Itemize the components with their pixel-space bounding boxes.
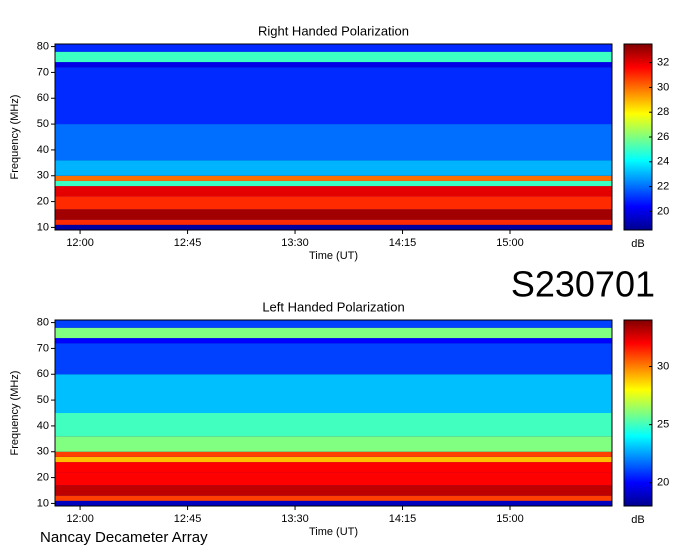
heatmap-band	[55, 456, 612, 463]
heatmap-band	[55, 62, 612, 68]
heatmap-band	[55, 413, 612, 437]
x-axis-label: Time (UT)	[309, 250, 358, 262]
x-tick-label: 12:45	[174, 237, 202, 249]
colorbar-tick-label: 32	[657, 57, 669, 69]
y-axis-label: Frequency (MHz)	[9, 371, 21, 456]
colorbar-tick-label: 24	[657, 156, 669, 168]
heatmap-band	[55, 472, 612, 486]
heatmap-band	[55, 343, 612, 375]
colorbar	[623, 319, 653, 507]
plot-frame	[54, 319, 613, 507]
heatmap-band	[55, 175, 612, 181]
heatmap-band	[55, 209, 612, 220]
x-tick-label: 13:30	[281, 513, 309, 525]
y-tick-label: 60	[37, 92, 49, 104]
colorbar-tick-label: 25	[657, 419, 669, 431]
heatmap-band	[55, 51, 612, 63]
x-tick-label: 14:15	[389, 237, 417, 249]
heatmap-band	[55, 374, 612, 413]
x-tick-label: 12:00	[66, 513, 94, 525]
x-tick-label: 12:45	[174, 513, 202, 525]
y-tick-label: 40	[37, 420, 49, 432]
heatmap-band	[55, 44, 612, 52]
heatmap-band	[55, 485, 612, 496]
y-tick-label: 40	[37, 144, 49, 156]
heatmap-band	[55, 67, 612, 125]
y-tick-label: 10	[37, 497, 49, 509]
heatmap-band	[55, 462, 612, 473]
colorbar	[623, 43, 653, 231]
y-tick-label: 50	[37, 394, 49, 406]
y-tick-label: 80	[37, 316, 49, 328]
x-tick-label: 12:00	[66, 237, 94, 249]
heatmap-band	[55, 327, 612, 339]
y-tick-label: 20	[37, 195, 49, 207]
heatmap-band	[55, 338, 612, 344]
heatmap-band	[55, 124, 612, 161]
heatmap-band	[55, 436, 612, 452]
heatmap-band	[55, 196, 612, 210]
station-id: S230701	[511, 264, 655, 305]
y-tick-label: 80	[37, 40, 49, 52]
x-tick-label: 15:00	[496, 513, 524, 525]
plot-frame	[54, 43, 613, 231]
x-tick-label: 13:30	[281, 237, 309, 249]
panel-title: Left Handed Polarization	[262, 299, 404, 314]
heatmap-band	[55, 451, 612, 457]
colorbar-label: dB	[631, 514, 644, 526]
footer: Nancay Decameter Array	[40, 529, 208, 546]
y-tick-label: 70	[37, 66, 49, 78]
colorbar-tick-label: 30	[657, 81, 669, 93]
colorbar-tick-label: 20	[657, 477, 669, 489]
y-axis-label: Frequency (MHz)	[9, 95, 21, 180]
x-tick-label: 15:00	[496, 237, 524, 249]
x-axis-label: Time (UT)	[309, 526, 358, 538]
heatmap-band	[55, 224, 612, 230]
heatmap-band	[55, 320, 612, 328]
y-tick-label: 60	[37, 368, 49, 380]
y-tick-label: 50	[37, 118, 49, 130]
colorbar-tick-label: 26	[657, 131, 669, 143]
heatmap-band	[55, 219, 612, 225]
x-tick-label: 14:15	[389, 513, 417, 525]
y-tick-label: 70	[37, 342, 49, 354]
y-tick-label: 30	[37, 170, 49, 182]
heatmap-band	[55, 160, 612, 176]
colorbar-tick-label: 22	[657, 181, 669, 193]
y-tick-label: 30	[37, 446, 49, 458]
heatmap-band	[55, 500, 612, 506]
colorbar-tick-label: 30	[657, 360, 669, 372]
y-tick-label: 20	[37, 471, 49, 483]
y-tick-label: 10	[37, 221, 49, 233]
panel-title: Right Handed Polarization	[258, 23, 409, 38]
heatmap-band	[55, 180, 612, 187]
colorbar-label: dB	[631, 238, 644, 250]
heatmap-band	[55, 186, 612, 197]
colorbar-tick-label: 20	[657, 205, 669, 217]
colorbar-tick-label: 28	[657, 106, 669, 118]
heatmap-band	[55, 495, 612, 501]
